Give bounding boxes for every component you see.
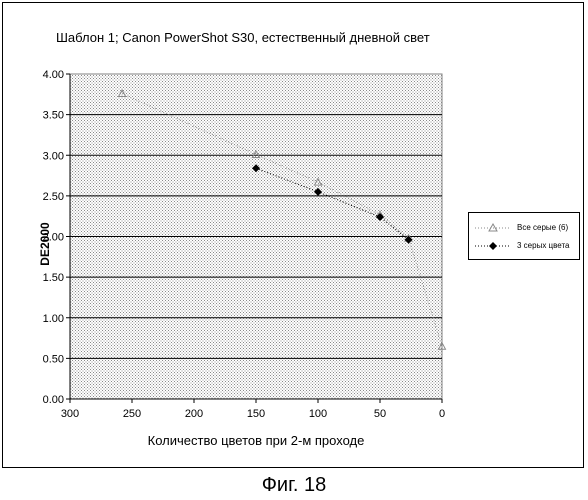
legend-swatch-all-grays <box>473 221 513 235</box>
legend: Все серые (6) 3 серых цвета <box>468 212 580 260</box>
y-tick-label: 0.00 <box>43 394 64 406</box>
x-tick-label: 0 <box>439 408 445 420</box>
y-tick-label: 2.50 <box>43 191 64 203</box>
y-axis-label: DE2000 <box>38 214 52 274</box>
x-tick-label: 300 <box>61 408 79 420</box>
x-tick-label: 250 <box>123 408 141 420</box>
legend-swatch-three-grays <box>473 239 513 253</box>
x-axis-label: Количество цветов при 2-м проходе <box>70 433 442 448</box>
y-tick-label: 3.50 <box>43 110 64 122</box>
y-tick-label: 0.50 <box>43 353 64 365</box>
y-tick-label: 3.00 <box>43 150 64 162</box>
x-tick-label: 150 <box>247 408 265 420</box>
y-tick-label: 4.00 <box>43 69 64 81</box>
legend-label-three-grays: 3 серых цвета <box>517 241 570 250</box>
figure-caption: Фиг. 18 <box>0 474 588 497</box>
x-tick-label: 50 <box>374 408 386 420</box>
legend-label-all-grays: Все серые (6) <box>517 223 568 232</box>
x-tick-label: 100 <box>309 408 327 420</box>
x-tick-label: 200 <box>185 408 203 420</box>
y-tick-label: 1.00 <box>43 313 64 325</box>
